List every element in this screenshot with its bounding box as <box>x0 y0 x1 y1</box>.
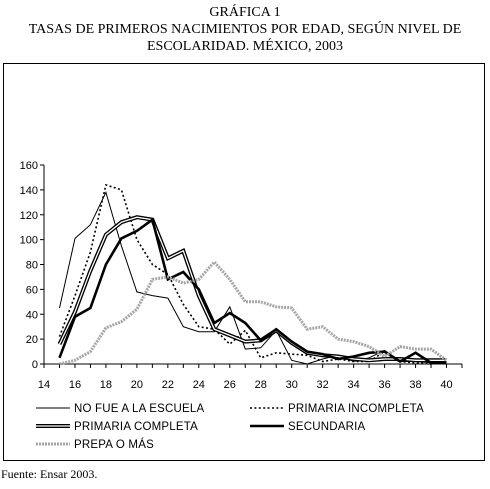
chart-frame: 0 20 40 60 80 100 120 140 160 14 16 18 20 22 24 26 28 30 3… <box>3 63 485 461</box>
x-tick-label: 30 <box>286 379 298 391</box>
title-block: GRÁFICA 1 TASAS DE PRIMEROS NACIMIENTOS … <box>0 4 490 55</box>
series-line-5 <box>59 259 448 366</box>
y-tick-label: 0 <box>32 359 38 371</box>
x-tick-label: 32 <box>317 379 329 391</box>
chart-title-line-2: ESCOLARIDAD. MÉXICO, 2003 <box>147 39 343 54</box>
x-tick-label: 36 <box>378 379 390 391</box>
legend-label-5: PREPA O MÁS <box>74 438 154 451</box>
y-tick-label: 40 <box>26 309 38 321</box>
x-tick-label: 16 <box>69 379 81 391</box>
legend-label-4: SECUNDARIA <box>288 421 366 433</box>
source-note: Fuente: Ensar 2003. <box>1 467 98 481</box>
x-tick-label: 28 <box>255 379 267 391</box>
y-tick-label: 100 <box>20 235 38 247</box>
line-chart: 0 20 40 60 80 100 120 140 160 14 16 18 20 22 24 26 28 30 3… <box>20 160 463 451</box>
x-tick-label: 20 <box>131 379 143 391</box>
x-tick-label: 22 <box>162 379 174 391</box>
y-tick-label: 80 <box>26 260 38 272</box>
series-line-4 <box>58 217 447 365</box>
x-tick-label: 14 <box>38 379 50 391</box>
x-tick-label: 26 <box>224 379 236 391</box>
y-tick-label: 140 <box>20 185 38 197</box>
y-tick-label: 120 <box>20 210 38 222</box>
series-line-3 <box>57 215 447 363</box>
legend-label-3: PRIMARIA COMPLETA <box>74 421 198 433</box>
y-tick-label: 60 <box>26 284 38 296</box>
figure-label: GRÁFICA 1 <box>209 5 281 20</box>
series-line-2 <box>58 183 447 365</box>
y-tick-label: 20 <box>26 334 38 346</box>
x-tick-label: 38 <box>409 379 421 391</box>
legend-label-1: NO FUE A LA ESCUELA <box>74 403 204 415</box>
x-tick-label: 40 <box>440 379 452 391</box>
x-tick-label: 18 <box>100 379 112 391</box>
series-line-1 <box>59 191 447 365</box>
y-tick-label: 160 <box>20 160 38 172</box>
x-tick-label: 34 <box>348 379 360 391</box>
x-tick-label: 24 <box>193 379 205 391</box>
chart-title-line-1: TASAS DE PRIMEROS NACIMIENTOS POR EDAD, … <box>28 22 462 37</box>
legend-label-2: PRIMARIA INCOMPLETA <box>288 403 424 415</box>
series-line-3-inner <box>58 216 447 361</box>
